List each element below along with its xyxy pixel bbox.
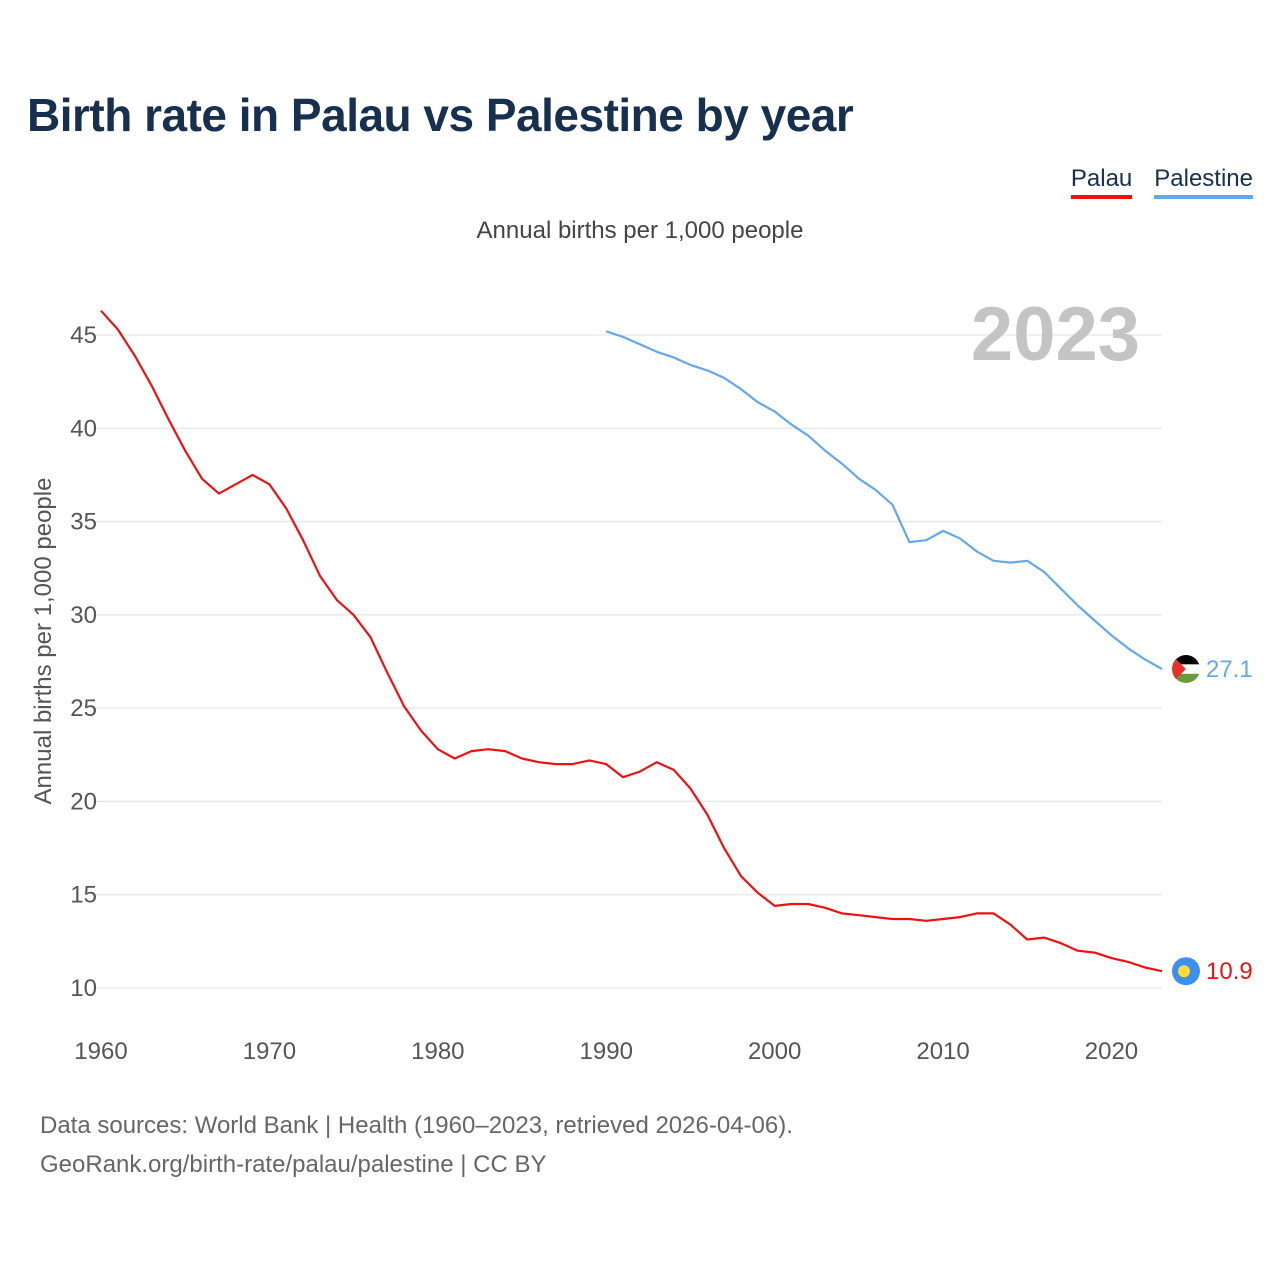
- year-label: 2023: [971, 292, 1140, 377]
- end-label-palestine: 27.1: [1206, 656, 1253, 683]
- x-tick-label: 1980: [411, 1038, 464, 1065]
- x-tick-label: 1990: [580, 1038, 633, 1065]
- y-tick-label: 30: [70, 602, 97, 629]
- x-tick-label: 1960: [74, 1038, 127, 1065]
- end-label-palau: 10.9: [1206, 958, 1253, 985]
- y-tick-label: 45: [70, 322, 97, 349]
- y-tick-label: 10: [70, 975, 97, 1002]
- x-tick-label: 2020: [1085, 1038, 1138, 1065]
- y-tick-label: 15: [70, 882, 97, 909]
- attribution-line[interactable]: GeoRank.org/birth-rate/palau/palestine |…: [40, 1151, 547, 1178]
- chart-subtitle: Annual births per 1,000 people: [476, 217, 804, 244]
- source-line: Data sources: World Bank | Health (1960–…: [40, 1112, 793, 1139]
- palestine-flag-icon: [1172, 655, 1200, 683]
- x-tick-label: 2000: [748, 1038, 801, 1065]
- palau-flag-icon: [1172, 957, 1200, 986]
- y-axis-title: Annual births per 1,000 people: [30, 478, 57, 805]
- y-tick-label: 25: [70, 695, 97, 722]
- y-tick-label: 20: [70, 788, 97, 815]
- x-tick-label: 2010: [916, 1038, 969, 1065]
- y-tick-label: 40: [70, 415, 97, 442]
- series-line-palau: [100, 309, 1163, 973]
- line-chart: 10 15 20 25 30 35 40 45 1960 1970 1980 1990 2000 2010…: [30, 292, 1253, 1065]
- x-tick-label: 1970: [243, 1038, 296, 1065]
- legend: Palau Palestine: [1070, 165, 1253, 199]
- y-tick-label: 35: [70, 509, 97, 536]
- legend-item-palestine[interactable]: Palestine: [1154, 165, 1253, 199]
- footer: Data sources: World Bank | Health (1960–…: [40, 1106, 793, 1184]
- legend-item-palau[interactable]: Palau: [1070, 165, 1133, 199]
- series-line-palestine: [605, 330, 1163, 670]
- chart-title: Birth rate in Palau vs Palestine by year: [27, 89, 854, 141]
